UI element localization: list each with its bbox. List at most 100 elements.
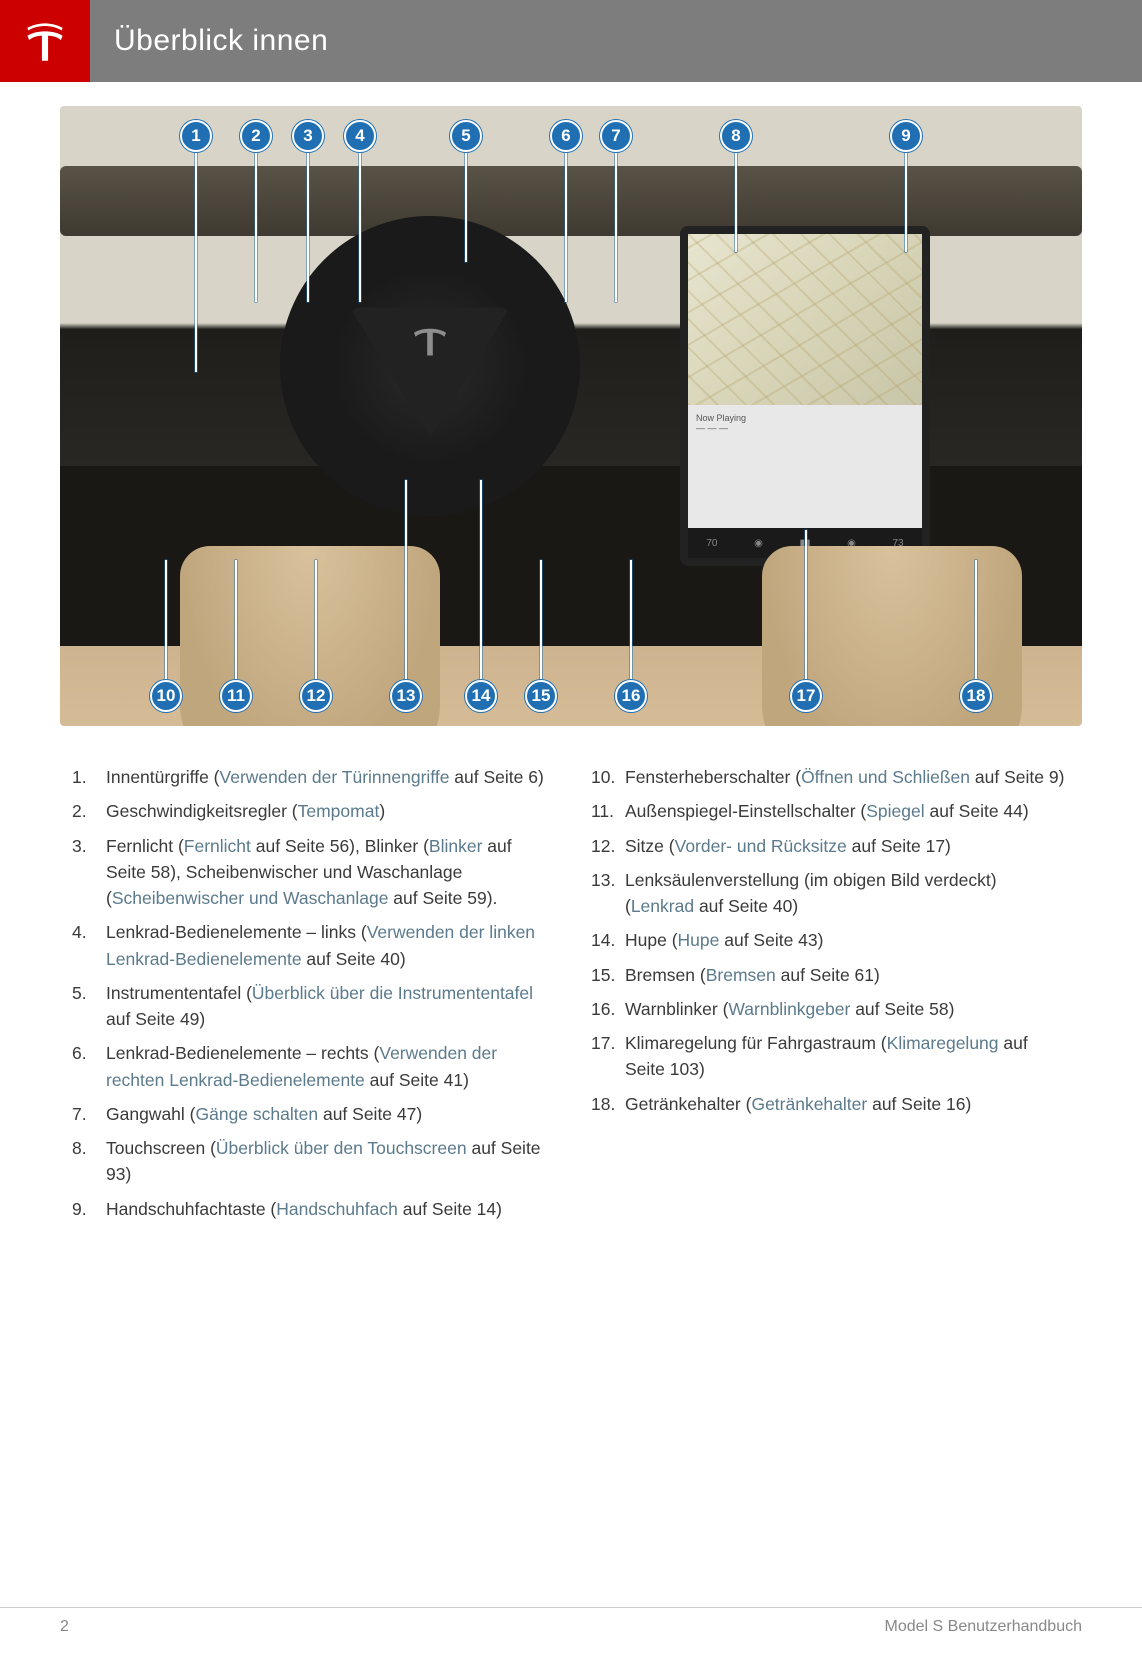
text: Geschwindigkeitsregler (: [106, 801, 298, 821]
callout-18: 18: [960, 680, 992, 712]
callout-3: 3: [292, 120, 324, 152]
legend-item-text: Fernlicht (Fernlicht auf Seite 56), Blin…: [106, 833, 551, 912]
text: auf Seite 43): [719, 930, 823, 950]
legend-item: 18.Getränkehalter (Getränkehalter auf Se…: [591, 1091, 1070, 1117]
text: Handschuhfachtaste (: [106, 1199, 276, 1219]
legend-item: 8.Touchscreen (Überblick über den Touchs…: [72, 1135, 551, 1188]
leader-line: [565, 152, 567, 302]
leader-line: [405, 480, 407, 680]
legend-item-number: 8.: [72, 1135, 106, 1188]
text: auf Seite 44): [925, 801, 1029, 821]
legend-item-number: 5.: [72, 980, 106, 1033]
text: Lenkrad-Bedienelemente – rechts (: [106, 1043, 379, 1063]
legend-item-text: Lenkrad-Bedienelemente – links (Verwende…: [106, 919, 551, 972]
legend-item-text: Getränkehalter (Getränkehalter auf Seite…: [625, 1091, 1070, 1117]
header: Überblick innen: [0, 0, 1142, 82]
text: auf Seite 40): [302, 949, 406, 969]
manual-link[interactable]: Verwenden der Türinnengriffe: [220, 767, 450, 787]
manual-link[interactable]: Warnblinkgeber: [728, 999, 850, 1019]
legend-item-text: Bremsen (Bremsen auf Seite 61): [625, 962, 1070, 988]
text: auf Seite 14): [398, 1199, 502, 1219]
callout-2: 2: [240, 120, 272, 152]
callout-7: 7: [600, 120, 632, 152]
legend-item: 10.Fensterheberschalter (Öffnen und Schl…: [591, 764, 1070, 790]
legend-item: 9.Handschuhfachtaste (Handschuhfach auf …: [72, 1196, 551, 1222]
leader-line: [307, 152, 309, 302]
manual-link[interactable]: Vorder- und Rücksitze: [675, 836, 847, 856]
legend-item-text: Klimaregelung für Fahrgastraum (Klimareg…: [625, 1030, 1070, 1083]
manual-link[interactable]: Tempomat: [298, 801, 380, 821]
leader-line: [905, 152, 907, 252]
page-title-bar: Überblick innen: [90, 0, 1142, 82]
legend-item: 15.Bremsen (Bremsen auf Seite 61): [591, 962, 1070, 988]
dashboard-top: [60, 166, 1082, 236]
manual-link[interactable]: Spiegel: [866, 801, 924, 821]
tesla-t-icon: [410, 318, 450, 358]
interior-diagram: 65 Now Playing— — — 70◉▮▮◉73 12345678910…: [60, 106, 1082, 726]
text: Fensterheberschalter (: [625, 767, 801, 787]
manual-link[interactable]: Fernlicht: [184, 836, 251, 856]
legend-item-text: Handschuhfachtaste (Handschuhfach auf Se…: [106, 1196, 551, 1222]
text: auf Seite 56), Blinker (: [251, 836, 429, 856]
text: auf Seite 59).: [388, 888, 497, 908]
steering-center: [350, 308, 510, 438]
legend-item-number: 18.: [591, 1091, 625, 1117]
legend-item-text: Sitze (Vorder- und Rücksitze auf Seite 1…: [625, 833, 1070, 859]
footer: 2 Model S Benutzerhandbuch: [0, 1607, 1142, 1636]
legend-item-number: 10.: [591, 764, 625, 790]
manual-link[interactable]: Öffnen und Schließen: [801, 767, 970, 787]
manual-link[interactable]: Handschuhfach: [276, 1199, 398, 1219]
legend-item-text: Fensterheberschalter (Öffnen und Schließ…: [625, 764, 1070, 790]
leader-line: [615, 152, 617, 302]
text: Hupe (: [625, 930, 678, 950]
callout-12: 12: [300, 680, 332, 712]
touchscreen-map: [688, 234, 922, 405]
legend-item-text: Gangwahl (Gänge schalten auf Seite 47): [106, 1101, 551, 1127]
manual-link[interactable]: Blinker: [429, 836, 483, 856]
legend-item-text: Instrumententafel (Überblick über die In…: [106, 980, 551, 1033]
manual-link[interactable]: Klimaregelung: [887, 1033, 999, 1053]
text: Innentürgriffe (: [106, 767, 220, 787]
leader-line: [255, 152, 257, 302]
manual-link[interactable]: Bremsen: [706, 965, 776, 985]
legend-item-text: Lenksäulenverstellung (im obigen Bild ve…: [625, 867, 1070, 920]
text: Instrumententafel (: [106, 983, 252, 1003]
legend-item-number: 6.: [72, 1040, 106, 1093]
text: auf Seite 17): [847, 836, 951, 856]
legend-item-number: 12.: [591, 833, 625, 859]
manual-link[interactable]: Hupe: [678, 930, 720, 950]
legend-item-number: 11.: [591, 798, 625, 824]
legend-item: 6.Lenkrad-Bedienelemente – rechts (Verwe…: [72, 1040, 551, 1093]
callout-9: 9: [890, 120, 922, 152]
callout-11: 11: [220, 680, 252, 712]
manual-link[interactable]: Überblick über die Instrumententafel: [252, 983, 533, 1003]
text: Getränkehalter (: [625, 1094, 751, 1114]
text: Bremsen (: [625, 965, 706, 985]
leader-line: [805, 530, 807, 680]
manual-link[interactable]: Scheibenwischer und Waschanlage: [112, 888, 389, 908]
doc-title: Model S Benutzerhandbuch: [885, 1618, 1082, 1636]
text: Touchscreen (: [106, 1138, 216, 1158]
legend-columns: 1.Innentürgriffe (Verwenden der Türinnen…: [0, 736, 1142, 1270]
manual-link[interactable]: Gänge schalten: [196, 1104, 319, 1124]
leader-line: [165, 560, 167, 680]
text: auf Seite 61): [776, 965, 880, 985]
legend-list-right: 10.Fensterheberschalter (Öffnen und Schl…: [591, 764, 1070, 1117]
manual-link[interactable]: Lenkrad: [631, 896, 694, 916]
page-title: Überblick innen: [114, 24, 328, 58]
text: auf Seite 9): [970, 767, 1064, 787]
text: Gangwahl (: [106, 1104, 196, 1124]
leader-line: [735, 152, 737, 252]
legend-item: 1.Innentürgriffe (Verwenden der Türinnen…: [72, 764, 551, 790]
manual-link[interactable]: Überblick über den Touchscreen: [216, 1138, 467, 1158]
manual-link[interactable]: Getränkehalter: [751, 1094, 867, 1114]
text: Sitze (: [625, 836, 675, 856]
legend-item-text: Geschwindigkeitsregler (Tempomat): [106, 798, 551, 824]
legend-item: 3.Fernlicht (Fernlicht auf Seite 56), Bl…: [72, 833, 551, 912]
callout-8: 8: [720, 120, 752, 152]
text: Fernlicht (: [106, 836, 184, 856]
leader-line: [235, 560, 237, 680]
legend-item-number: 1.: [72, 764, 106, 790]
legend-item-number: 7.: [72, 1101, 106, 1127]
legend-item-number: 3.: [72, 833, 106, 912]
